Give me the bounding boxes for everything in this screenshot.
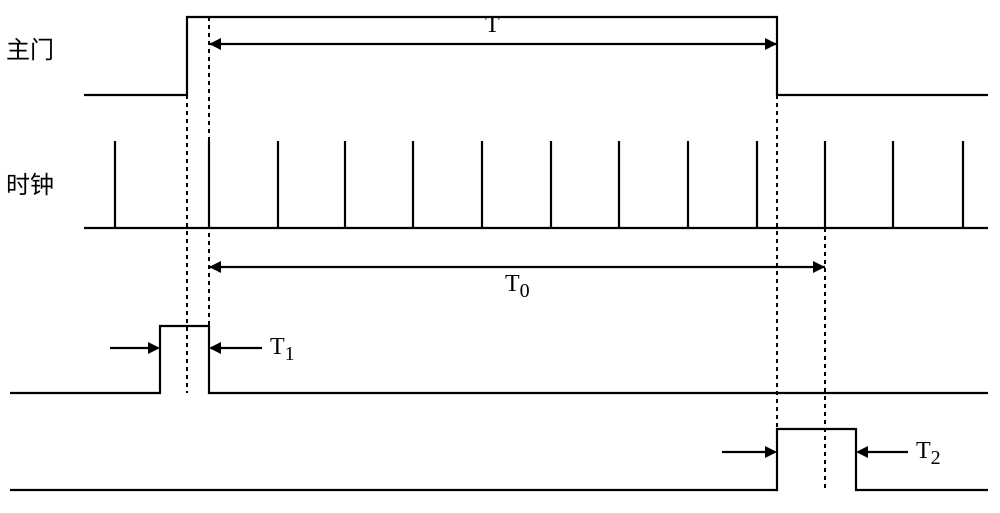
label-T0: T0 [505, 271, 530, 303]
label-T1: T1 [270, 334, 295, 366]
timing-diagram [0, 0, 1000, 513]
label-T2: T2 [916, 438, 941, 470]
label-clock: 时钟 [6, 165, 54, 200]
label-gate: 主门 [6, 30, 54, 65]
label-T: T [485, 12, 500, 39]
